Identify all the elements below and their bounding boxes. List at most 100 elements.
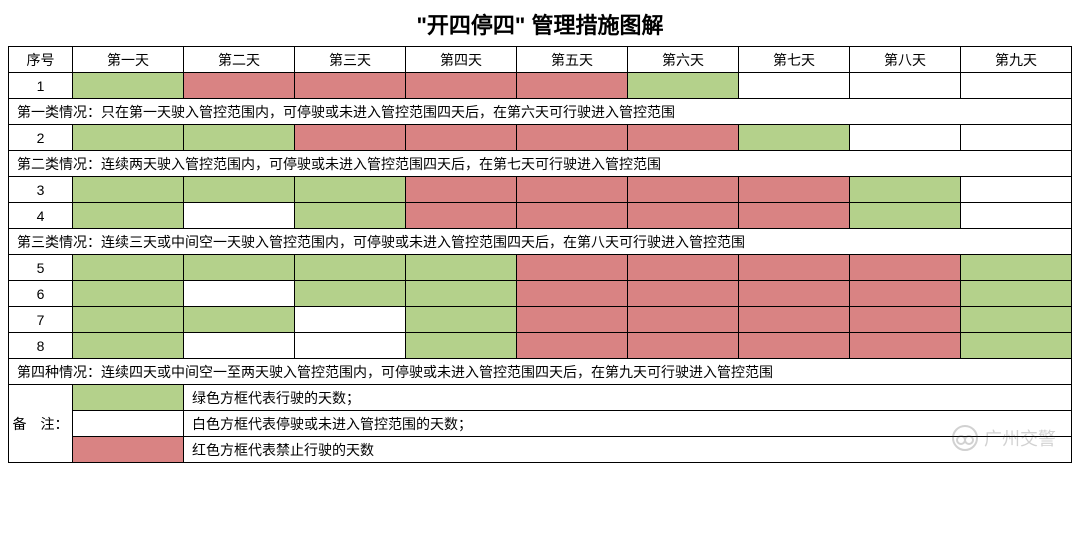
day-cell xyxy=(961,125,1072,151)
legend-text: 白色方框代表停驶或未进入管控范围的天数； xyxy=(184,411,1072,437)
header-row: 序号 第一天 第二天 第三天 第四天 第五天 第六天 第七天 第八天 第九天 xyxy=(9,47,1072,73)
day-cell xyxy=(406,125,517,151)
day-cell xyxy=(961,281,1072,307)
legend-row: 红色方框代表禁止行驶的天数 xyxy=(9,437,1072,463)
day-cell xyxy=(73,255,184,281)
day-cell xyxy=(517,281,628,307)
legend-row: 白色方框代表停驶或未进入管控范围的天数； xyxy=(9,411,1072,437)
day-cell xyxy=(184,307,295,333)
header-day: 第六天 xyxy=(628,47,739,73)
day-cell xyxy=(961,177,1072,203)
day-cell xyxy=(184,73,295,99)
day-cell xyxy=(406,333,517,359)
day-cell xyxy=(406,255,517,281)
header-day: 第一天 xyxy=(73,47,184,73)
day-cell xyxy=(73,307,184,333)
day-cell xyxy=(184,281,295,307)
day-cell xyxy=(295,203,406,229)
row-index: 6 xyxy=(9,281,73,307)
legend-label: 备 注： xyxy=(9,385,73,463)
legend-swatch xyxy=(73,385,184,411)
day-cell xyxy=(739,307,850,333)
day-cell xyxy=(628,125,739,151)
day-cell xyxy=(628,281,739,307)
header-day: 第五天 xyxy=(517,47,628,73)
table-row: 4 xyxy=(9,203,1072,229)
day-cell xyxy=(628,73,739,99)
row-index: 1 xyxy=(9,73,73,99)
day-cell xyxy=(628,203,739,229)
row-index: 7 xyxy=(9,307,73,333)
day-cell xyxy=(850,281,961,307)
day-cell xyxy=(295,73,406,99)
day-cell xyxy=(184,203,295,229)
page-title: "开四停四" 管理措施图解 xyxy=(8,8,1072,40)
day-cell xyxy=(628,255,739,281)
legend-text: 绿色方框代表行驶的天数； xyxy=(184,385,1072,411)
table-row: 2 xyxy=(9,125,1072,151)
legend-row: 备 注：绿色方框代表行驶的天数； xyxy=(9,385,1072,411)
legend-text: 红色方框代表禁止行驶的天数 xyxy=(184,437,1072,463)
day-cell xyxy=(406,203,517,229)
row-index: 4 xyxy=(9,203,73,229)
legend-swatch xyxy=(73,411,184,437)
day-cell xyxy=(184,255,295,281)
day-cell xyxy=(295,281,406,307)
day-cell xyxy=(739,255,850,281)
day-cell xyxy=(73,73,184,99)
table-row: 1 xyxy=(9,73,1072,99)
day-cell xyxy=(850,255,961,281)
day-cell xyxy=(628,333,739,359)
day-cell xyxy=(739,281,850,307)
table-row: 6 xyxy=(9,281,1072,307)
row-index: 8 xyxy=(9,333,73,359)
description-text: 第四种情况：连续四天或中间空一至两天驶入管控范围内，可停驶或未进入管控范围四天后… xyxy=(9,359,1072,385)
description-row: 第四种情况：连续四天或中间空一至两天驶入管控范围内，可停驶或未进入管控范围四天后… xyxy=(9,359,1072,385)
day-cell xyxy=(73,125,184,151)
day-cell xyxy=(73,333,184,359)
day-cell xyxy=(295,255,406,281)
table-row: 5 xyxy=(9,255,1072,281)
day-cell xyxy=(961,73,1072,99)
day-cell xyxy=(628,307,739,333)
row-index: 5 xyxy=(9,255,73,281)
day-cell xyxy=(739,203,850,229)
table-row: 3 xyxy=(9,177,1072,203)
description-text: 第三类情况：连续三天或中间空一天驶入管控范围内，可停驶或未进入管控范围四天后，在… xyxy=(9,229,1072,255)
description-row: 第二类情况：连续两天驶入管控范围内，可停驶或未进入管控范围四天后，在第七天可行驶… xyxy=(9,151,1072,177)
day-cell xyxy=(184,177,295,203)
header-day: 第九天 xyxy=(961,47,1072,73)
day-cell xyxy=(406,73,517,99)
day-cell xyxy=(517,177,628,203)
header-idx: 序号 xyxy=(9,47,73,73)
day-cell xyxy=(406,177,517,203)
day-cell xyxy=(961,333,1072,359)
day-cell xyxy=(850,203,961,229)
day-cell xyxy=(517,125,628,151)
schedule-table: 序号 第一天 第二天 第三天 第四天 第五天 第六天 第七天 第八天 第九天 1… xyxy=(8,46,1072,463)
header-day: 第三天 xyxy=(295,47,406,73)
day-cell xyxy=(628,177,739,203)
description-text: 第二类情况：连续两天驶入管控范围内，可停驶或未进入管控范围四天后，在第七天可行驶… xyxy=(9,151,1072,177)
day-cell xyxy=(850,125,961,151)
table-row: 7 xyxy=(9,307,1072,333)
day-cell xyxy=(406,281,517,307)
day-cell xyxy=(184,333,295,359)
header-day: 第二天 xyxy=(184,47,295,73)
day-cell xyxy=(73,281,184,307)
header-day: 第七天 xyxy=(739,47,850,73)
day-cell xyxy=(517,307,628,333)
day-cell xyxy=(517,255,628,281)
day-cell xyxy=(961,255,1072,281)
row-index: 3 xyxy=(9,177,73,203)
day-cell xyxy=(850,307,961,333)
row-index: 2 xyxy=(9,125,73,151)
day-cell xyxy=(739,333,850,359)
day-cell xyxy=(739,73,850,99)
day-cell xyxy=(295,125,406,151)
day-cell xyxy=(517,73,628,99)
day-cell xyxy=(850,333,961,359)
table-row: 8 xyxy=(9,333,1072,359)
day-cell xyxy=(739,177,850,203)
day-cell xyxy=(295,177,406,203)
